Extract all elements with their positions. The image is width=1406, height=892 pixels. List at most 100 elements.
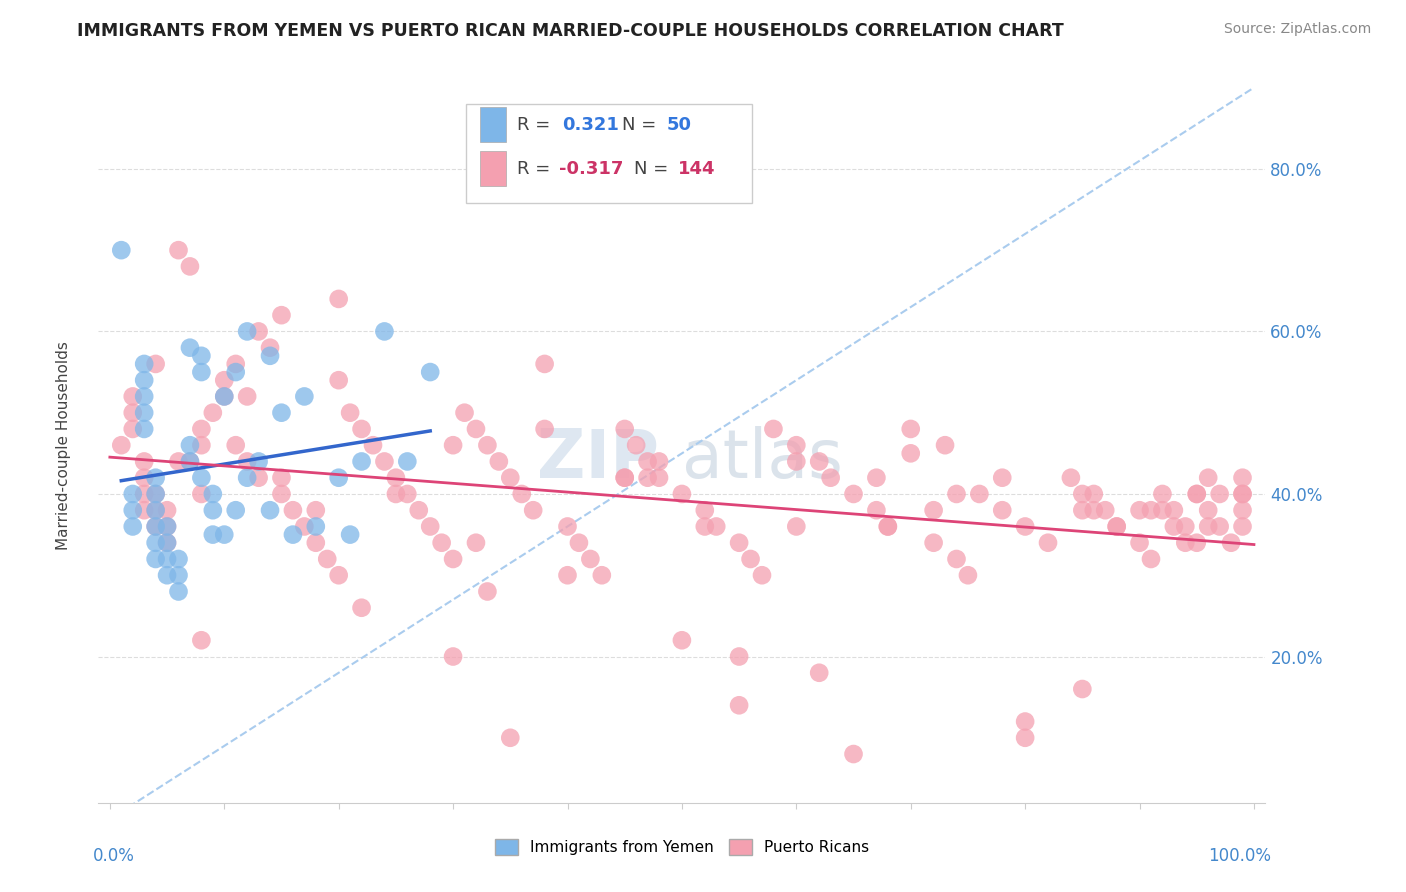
- Point: [156, 519, 179, 533]
- Point: [247, 325, 270, 339]
- Point: [259, 503, 281, 517]
- Point: [373, 454, 395, 468]
- Point: [214, 373, 236, 387]
- Point: [385, 471, 408, 485]
- Point: [270, 487, 292, 501]
- Point: [1014, 714, 1036, 729]
- Point: [477, 584, 499, 599]
- Point: [591, 568, 613, 582]
- Text: -0.317: -0.317: [560, 160, 624, 178]
- Point: [201, 487, 224, 501]
- Point: [1232, 487, 1254, 501]
- Point: [134, 503, 156, 517]
- Point: [350, 454, 373, 468]
- Text: 100.0%: 100.0%: [1208, 847, 1271, 864]
- Point: [1174, 535, 1197, 549]
- Point: [167, 454, 190, 468]
- Point: [190, 438, 212, 452]
- Point: [305, 535, 328, 549]
- Point: [991, 471, 1014, 485]
- Point: [396, 454, 419, 468]
- Point: [1140, 552, 1163, 566]
- Point: [1185, 487, 1208, 501]
- Point: [785, 454, 807, 468]
- Point: [121, 487, 143, 501]
- Point: [1083, 503, 1105, 517]
- Point: [247, 454, 270, 468]
- Point: [247, 471, 270, 485]
- Point: [236, 389, 259, 403]
- Point: [361, 438, 384, 452]
- Point: [419, 365, 441, 379]
- Point: [179, 341, 201, 355]
- Point: [1094, 503, 1116, 517]
- Point: [328, 471, 350, 485]
- Text: R =: R =: [517, 160, 557, 178]
- Point: [385, 487, 408, 501]
- Point: [328, 373, 350, 387]
- Point: [408, 503, 430, 517]
- Point: [134, 406, 156, 420]
- Point: [236, 471, 259, 485]
- Point: [225, 503, 247, 517]
- Text: 50: 50: [666, 116, 692, 134]
- Point: [134, 389, 156, 403]
- Text: ZIP: ZIP: [537, 426, 658, 492]
- Text: IMMIGRANTS FROM YEMEN VS PUERTO RICAN MARRIED-COUPLE HOUSEHOLDS CORRELATION CHAR: IMMIGRANTS FROM YEMEN VS PUERTO RICAN MA…: [77, 22, 1064, 40]
- Point: [613, 422, 636, 436]
- Point: [1128, 535, 1150, 549]
- Point: [201, 503, 224, 517]
- Point: [134, 454, 156, 468]
- Point: [1208, 519, 1230, 533]
- Point: [156, 535, 179, 549]
- Point: [441, 649, 464, 664]
- Point: [1105, 519, 1128, 533]
- Point: [900, 422, 922, 436]
- Point: [1197, 519, 1219, 533]
- Point: [134, 487, 156, 501]
- Point: [1083, 487, 1105, 501]
- Point: [969, 487, 991, 501]
- Point: [1105, 519, 1128, 533]
- Point: [281, 503, 304, 517]
- Point: [637, 471, 659, 485]
- Point: [236, 454, 259, 468]
- Point: [465, 535, 488, 549]
- Point: [373, 325, 395, 339]
- Point: [201, 406, 224, 420]
- Point: [1185, 487, 1208, 501]
- Point: [1014, 731, 1036, 745]
- Point: [922, 535, 945, 549]
- Point: [121, 519, 143, 533]
- Point: [613, 471, 636, 485]
- Point: [945, 487, 967, 501]
- Point: [339, 527, 361, 541]
- Text: Married-couple Households: Married-couple Households: [56, 342, 70, 550]
- Point: [167, 552, 190, 566]
- Point: [1185, 535, 1208, 549]
- Point: [624, 438, 647, 452]
- Point: [145, 487, 167, 501]
- Point: [477, 438, 499, 452]
- Point: [281, 527, 304, 541]
- FancyBboxPatch shape: [479, 107, 506, 143]
- Point: [1060, 471, 1083, 485]
- Point: [1232, 503, 1254, 517]
- Point: [110, 438, 132, 452]
- Point: [557, 568, 579, 582]
- Point: [156, 535, 179, 549]
- Point: [167, 243, 190, 257]
- Point: [121, 422, 143, 436]
- FancyBboxPatch shape: [479, 151, 506, 186]
- Point: [225, 357, 247, 371]
- Point: [1163, 519, 1185, 533]
- Point: [671, 633, 693, 648]
- Point: [121, 406, 143, 420]
- Point: [190, 471, 212, 485]
- Point: [292, 519, 315, 533]
- Point: [1128, 503, 1150, 517]
- Point: [728, 535, 751, 549]
- Point: [145, 519, 167, 533]
- Point: [991, 503, 1014, 517]
- Point: [956, 568, 979, 582]
